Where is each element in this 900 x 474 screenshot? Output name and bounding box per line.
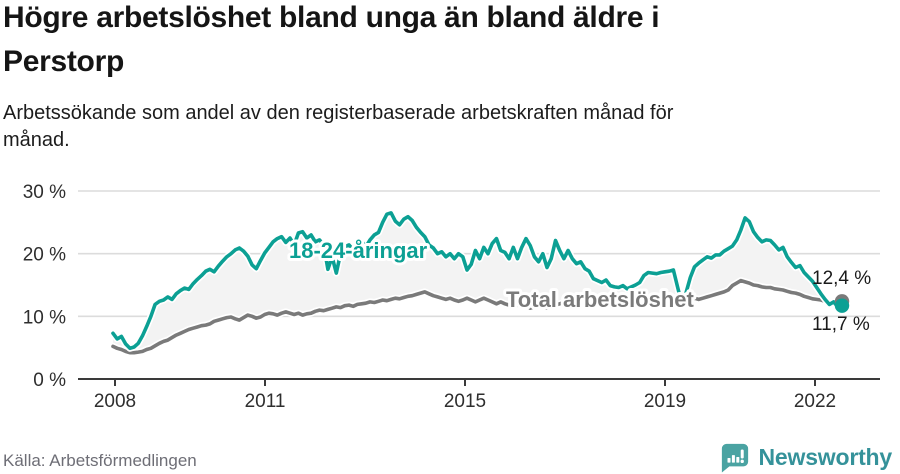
- newsworthy-bar-chart-bubble-icon: [721, 443, 748, 472]
- y-axis-label: 30 %: [23, 182, 66, 203]
- series-label: 18-24-åringar: [289, 238, 428, 263]
- y-axis-label: 20 %: [23, 245, 66, 266]
- x-axis-label: 2011: [245, 391, 286, 412]
- series-label: Total arbetslöshet: [506, 287, 695, 312]
- series-line-0: [111, 278, 844, 355]
- brand-name: Newsworthy: [758, 443, 893, 470]
- end-value-label: 12,4 %: [812, 268, 871, 289]
- newsworthy-logo: Newsworthy: [720, 440, 892, 474]
- title-line-2: Perstorp: [3, 45, 124, 78]
- x-axis-label: 2019: [644, 391, 686, 412]
- subtitle-line-1: Arbetssökande som andel av den registerb…: [3, 102, 674, 124]
- x-axis-label: 2015: [444, 391, 486, 412]
- x-axis-label: 2022: [794, 391, 836, 412]
- y-axis-label: 0 %: [33, 370, 66, 391]
- subtitle-line-2: månad.: [3, 129, 70, 151]
- series-line-1: [111, 211, 844, 351]
- end-value-label: 11,7 %: [812, 314, 870, 335]
- page-title: Högre arbetslöshet bland unga än bland ä…: [3, 0, 897, 84]
- chart-subtitle: Arbetssökande som andel av den registerb…: [3, 100, 863, 154]
- source-attribution: Källa: Arbetsförmedlingen: [3, 451, 197, 470]
- series-end-dot: [834, 298, 850, 313]
- title-line-1: Högre arbetslöshet bland unga än bland ä…: [3, 1, 660, 34]
- y-axis-label: 10 %: [23, 307, 66, 328]
- x-axis-label: 2008: [94, 391, 136, 412]
